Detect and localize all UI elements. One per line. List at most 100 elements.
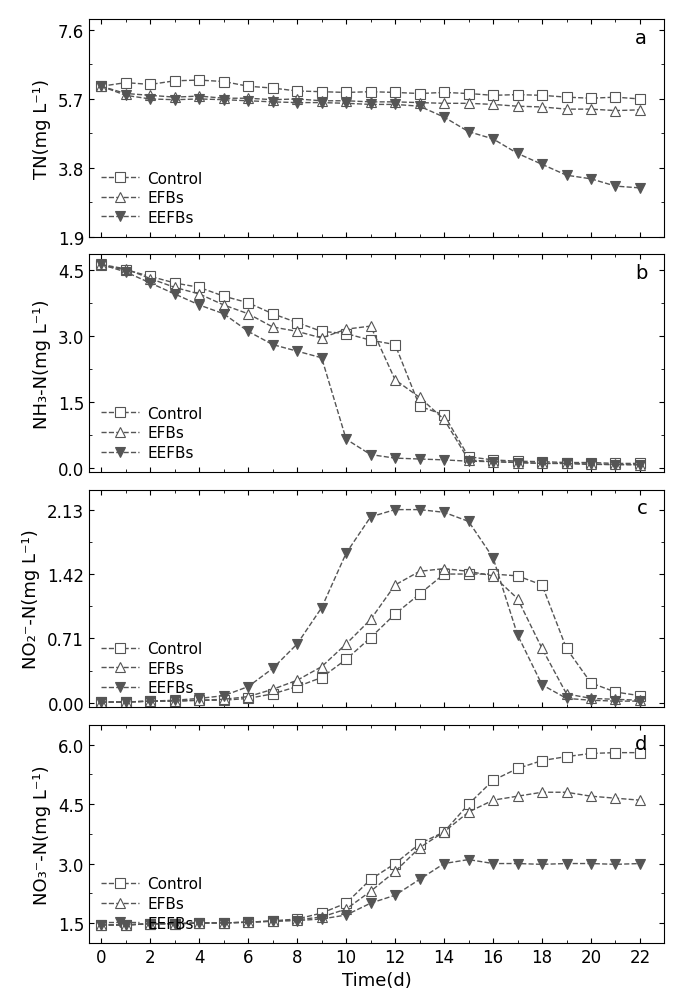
- EFBs: [416, 566, 424, 578]
- EEFBs: [97, 259, 105, 271]
- Control: [440, 826, 448, 839]
- EFBs: [562, 104, 571, 116]
- Control: [562, 92, 571, 104]
- EFBs: [538, 643, 546, 655]
- EEFBs: [146, 918, 154, 930]
- EEFBs: [587, 858, 595, 870]
- Control: [587, 93, 595, 105]
- EFBs: [538, 102, 546, 114]
- EEFBs: [318, 913, 326, 925]
- EFBs: [612, 105, 620, 117]
- Line: EEFBs: EEFBs: [97, 506, 645, 707]
- EFBs: [538, 458, 546, 470]
- EFBs: [293, 94, 301, 106]
- EEFBs: [636, 459, 644, 471]
- EEFBs: [318, 352, 326, 364]
- Control: [97, 81, 105, 93]
- EEFBs: [293, 638, 301, 650]
- EFBs: [171, 92, 179, 104]
- EEFBs: [538, 458, 546, 470]
- Control: [416, 401, 424, 413]
- EEFBs: [220, 690, 228, 702]
- EFBs: [587, 693, 595, 705]
- EEFBs: [612, 859, 620, 871]
- EFBs: [391, 580, 399, 592]
- EFBs: [146, 918, 154, 930]
- EEFBs: [366, 512, 375, 524]
- EEFBs: [464, 455, 473, 467]
- EEFBs: [464, 854, 473, 866]
- Control: [489, 774, 497, 786]
- Control: [464, 451, 473, 463]
- EFBs: [464, 98, 473, 110]
- EEFBs: [195, 94, 203, 106]
- Control: [489, 90, 497, 102]
- EFBs: [514, 101, 522, 113]
- Control: [391, 609, 399, 621]
- Line: EEFBs: EEFBs: [97, 82, 645, 194]
- Control: [146, 695, 154, 707]
- EFBs: [612, 694, 620, 706]
- Control: [416, 838, 424, 850]
- Control: [489, 569, 497, 581]
- Control: [293, 86, 301, 98]
- X-axis label: Time(d): Time(d): [342, 971, 412, 989]
- EFBs: [318, 911, 326, 923]
- EFBs: [293, 675, 301, 687]
- EFBs: [514, 790, 522, 802]
- EEFBs: [293, 97, 301, 109]
- Control: [562, 751, 571, 763]
- EFBs: [97, 696, 105, 708]
- EFBs: [562, 688, 571, 700]
- Control: [538, 755, 546, 767]
- Legend: Control, EFBs, EEFBs: Control, EFBs, EEFBs: [97, 402, 207, 465]
- EFBs: [587, 104, 595, 116]
- Control: [538, 456, 546, 468]
- EFBs: [195, 917, 203, 929]
- EEFBs: [269, 916, 277, 928]
- EFBs: [440, 98, 448, 110]
- EEFBs: [122, 90, 130, 102]
- Line: EFBs: EFBs: [97, 564, 645, 707]
- EEFBs: [514, 457, 522, 469]
- Legend: Control, EFBs, EEFBs: Control, EFBs, EEFBs: [97, 872, 207, 935]
- EEFBs: [562, 171, 571, 183]
- EEFBs: [514, 148, 522, 160]
- EFBs: [220, 93, 228, 105]
- Control: [220, 291, 228, 303]
- EFBs: [171, 918, 179, 930]
- Legend: Control, EFBs, EEFBs: Control, EFBs, EEFBs: [97, 637, 207, 700]
- Line: Control: Control: [97, 76, 645, 104]
- EFBs: [636, 694, 644, 706]
- EFBs: [122, 919, 130, 931]
- EEFBs: [391, 452, 399, 464]
- Control: [318, 672, 326, 684]
- Control: [514, 571, 522, 583]
- EFBs: [342, 324, 350, 336]
- EEFBs: [342, 433, 350, 445]
- EEFBs: [464, 126, 473, 138]
- Control: [514, 762, 522, 774]
- Control: [342, 87, 350, 99]
- EEFBs: [342, 909, 350, 921]
- Control: [318, 86, 326, 98]
- Control: [636, 747, 644, 759]
- EEFBs: [440, 858, 448, 870]
- EEFBs: [587, 694, 595, 706]
- EEFBs: [416, 505, 424, 517]
- Control: [122, 919, 130, 931]
- Control: [195, 75, 203, 87]
- EEFBs: [171, 94, 179, 106]
- EFBs: [318, 95, 326, 107]
- EFBs: [440, 826, 448, 839]
- EEFBs: [293, 346, 301, 358]
- EFBs: [269, 684, 277, 696]
- EFBs: [612, 792, 620, 804]
- EFBs: [244, 93, 252, 105]
- EEFBs: [636, 183, 644, 195]
- EFBs: [97, 259, 105, 271]
- EEFBs: [342, 98, 350, 110]
- EEFBs: [562, 858, 571, 870]
- EFBs: [122, 88, 130, 100]
- Legend: Control, EFBs, EEFBs: Control, EFBs, EEFBs: [97, 166, 207, 230]
